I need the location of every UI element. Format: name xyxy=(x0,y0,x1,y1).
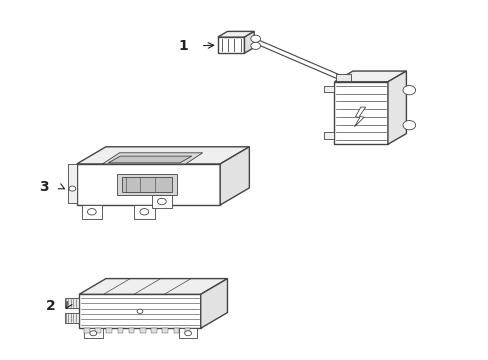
Polygon shape xyxy=(336,74,350,81)
Polygon shape xyxy=(106,328,112,333)
Polygon shape xyxy=(79,294,201,328)
Polygon shape xyxy=(84,328,102,338)
Polygon shape xyxy=(81,205,102,219)
Polygon shape xyxy=(128,328,134,333)
Polygon shape xyxy=(151,328,157,333)
Polygon shape xyxy=(387,71,406,144)
Polygon shape xyxy=(354,107,365,127)
Polygon shape xyxy=(108,156,191,163)
Circle shape xyxy=(87,208,96,215)
Polygon shape xyxy=(201,279,227,328)
Polygon shape xyxy=(77,147,249,164)
Polygon shape xyxy=(77,164,220,205)
Circle shape xyxy=(250,42,260,49)
Polygon shape xyxy=(134,205,154,219)
Polygon shape xyxy=(95,328,101,333)
Circle shape xyxy=(140,208,148,215)
Polygon shape xyxy=(220,147,249,205)
Circle shape xyxy=(90,331,97,336)
Polygon shape xyxy=(64,313,79,323)
Polygon shape xyxy=(334,82,387,144)
Polygon shape xyxy=(64,298,79,308)
Polygon shape xyxy=(68,164,77,203)
Polygon shape xyxy=(179,328,197,338)
Circle shape xyxy=(250,35,260,42)
Polygon shape xyxy=(140,328,145,333)
Text: 3: 3 xyxy=(40,180,49,194)
Polygon shape xyxy=(244,31,254,53)
Polygon shape xyxy=(151,195,172,208)
Polygon shape xyxy=(323,86,334,93)
Polygon shape xyxy=(323,132,334,139)
Circle shape xyxy=(402,121,415,130)
Circle shape xyxy=(137,309,142,314)
Text: 1: 1 xyxy=(179,39,188,53)
Polygon shape xyxy=(122,177,172,192)
Polygon shape xyxy=(334,71,406,82)
Circle shape xyxy=(157,198,166,205)
Polygon shape xyxy=(184,328,190,333)
Polygon shape xyxy=(173,328,179,333)
Text: 2: 2 xyxy=(46,299,56,313)
Polygon shape xyxy=(84,328,89,333)
Circle shape xyxy=(184,331,191,336)
Polygon shape xyxy=(79,279,227,294)
Polygon shape xyxy=(102,153,202,164)
Polygon shape xyxy=(162,328,168,333)
Polygon shape xyxy=(117,174,177,195)
Circle shape xyxy=(69,186,76,191)
Polygon shape xyxy=(117,328,123,333)
Polygon shape xyxy=(217,37,244,53)
Polygon shape xyxy=(217,31,254,37)
Circle shape xyxy=(402,86,415,95)
